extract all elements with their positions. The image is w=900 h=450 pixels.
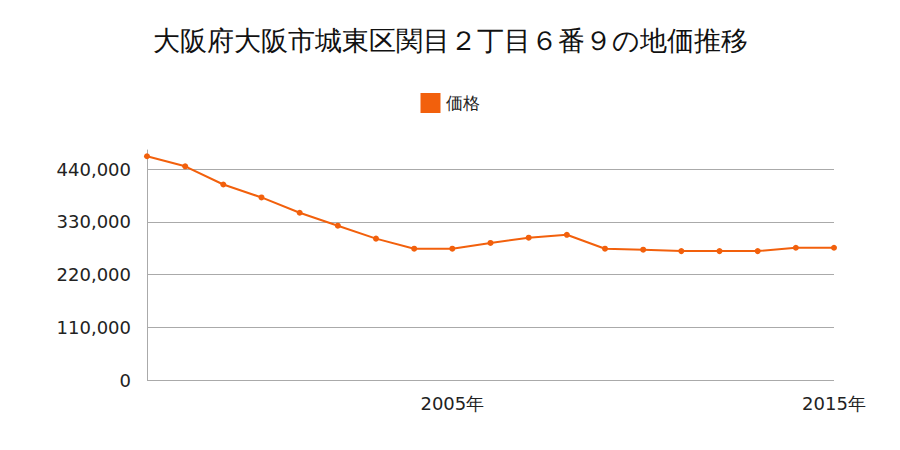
svg-text:2015年: 2015年 bbox=[802, 393, 866, 414]
svg-text:2005年: 2005年 bbox=[420, 393, 484, 414]
svg-text:110,000: 110,000 bbox=[57, 317, 131, 338]
svg-text:330,000: 330,000 bbox=[57, 211, 131, 232]
svg-text:0: 0 bbox=[120, 370, 131, 391]
svg-text:220,000: 220,000 bbox=[57, 264, 131, 285]
svg-text:440,000: 440,000 bbox=[57, 159, 131, 180]
svg-text:価格: 価格 bbox=[446, 93, 480, 113]
svg-text:大阪府大阪市城東区関目２丁目６番９の地価推移: 大阪府大阪市城東区関目２丁目６番９の地価推移 bbox=[153, 25, 748, 56]
